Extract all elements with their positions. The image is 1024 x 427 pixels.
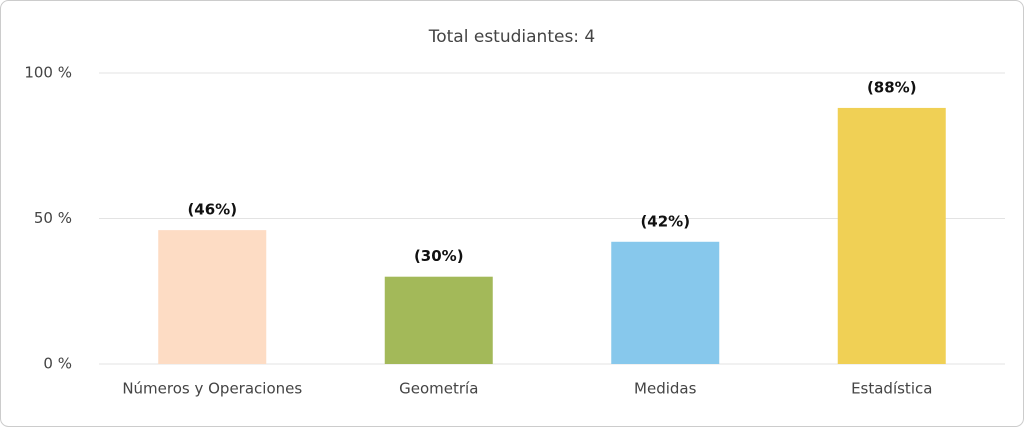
value-label: (88%) [867, 78, 917, 96]
x-tick-label: Estadística [851, 380, 932, 398]
bar [384, 276, 493, 364]
bar [611, 241, 720, 364]
bar [158, 230, 267, 364]
y-tick-label: 50 % [34, 209, 72, 227]
y-tick-label: 0 % [43, 355, 72, 373]
value-label: (30%) [414, 247, 464, 265]
x-tick-label: Geometría [399, 380, 478, 398]
x-tick-label: Medidas [634, 380, 697, 398]
y-tick-label: 100 % [24, 64, 72, 82]
value-label: (46%) [187, 201, 237, 219]
chart-title: Total estudiantes: 4 [428, 27, 596, 47]
bar [837, 107, 946, 365]
value-label: (42%) [640, 212, 690, 230]
x-tick-label: Números y Operaciones [122, 380, 302, 398]
